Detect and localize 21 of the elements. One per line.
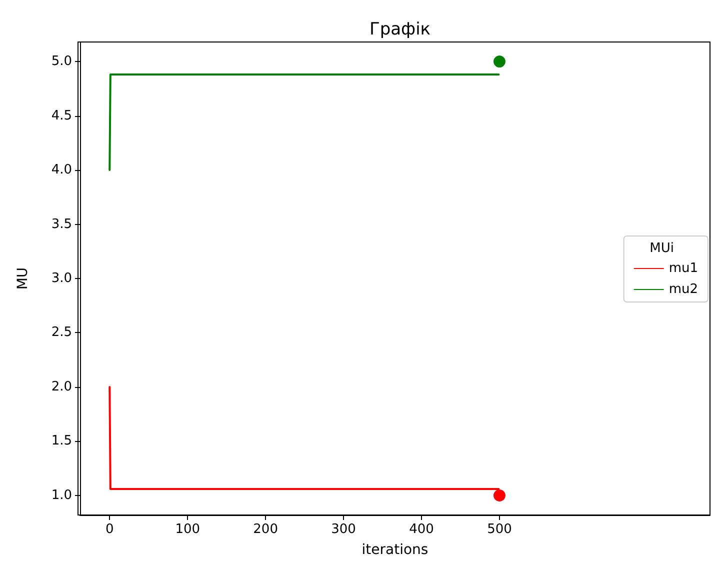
y-tick-label: 1.5 — [51, 434, 72, 449]
y-axis-title: MU — [15, 267, 31, 290]
chart-title: Графік — [369, 20, 431, 40]
x-tick-label: 300 — [331, 522, 356, 537]
legend-label: mu1 — [668, 261, 698, 276]
y-tick-label: 4.5 — [51, 108, 72, 124]
x-tick-label: 0 — [105, 522, 114, 537]
legend-label: mu2 — [668, 282, 698, 297]
x-tick-label: 100 — [175, 522, 200, 537]
y-tick-label: 3.0 — [51, 271, 72, 286]
y-tick-label: 2.0 — [51, 379, 72, 394]
x-axis-title: iterations — [362, 542, 428, 558]
y-tick-label: 4.0 — [51, 162, 72, 178]
y-tick-label: 1.0 — [51, 488, 72, 503]
legend-title: MUi — [650, 241, 674, 256]
x-tick-label: 400 — [409, 522, 434, 537]
y-tick-label: 3.5 — [51, 216, 72, 232]
x-tick-label: 500 — [487, 522, 512, 537]
y-tick-label: 2.5 — [51, 325, 72, 340]
x-tick-label: 200 — [253, 522, 278, 537]
y-tick-label: 5.0 — [51, 54, 72, 70]
